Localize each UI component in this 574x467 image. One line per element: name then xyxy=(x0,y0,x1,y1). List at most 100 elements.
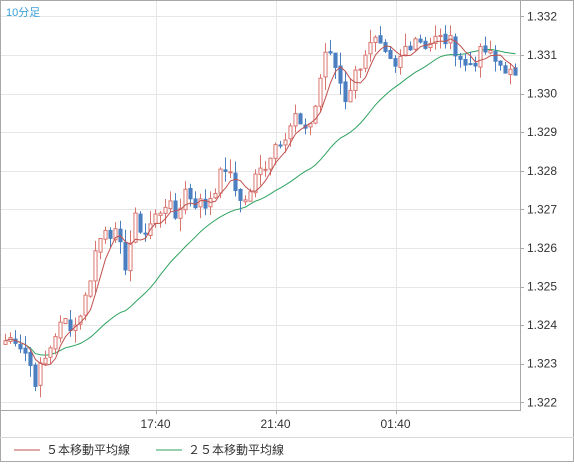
candle-body xyxy=(128,242,133,272)
candle-body xyxy=(253,173,258,194)
candle-body xyxy=(278,144,283,147)
candle-down xyxy=(443,25,448,49)
ma5-layer xyxy=(5,38,516,366)
candle-down xyxy=(473,56,478,72)
candle-body xyxy=(233,172,238,192)
candle-body xyxy=(408,45,413,51)
candle-body xyxy=(248,191,253,202)
candle-body xyxy=(353,69,358,91)
candle-body xyxy=(393,58,398,67)
candle-down xyxy=(173,193,178,220)
candle-body xyxy=(138,213,143,233)
ma25-layer xyxy=(5,48,516,356)
candle-body xyxy=(218,168,223,194)
candle-body xyxy=(268,157,273,170)
candle-up xyxy=(508,63,513,85)
candle-body xyxy=(503,65,508,74)
candle-up xyxy=(358,68,363,78)
candle-body xyxy=(58,321,63,339)
candle-down xyxy=(18,334,23,353)
candle-body xyxy=(33,364,38,387)
candle-body xyxy=(358,68,363,71)
candle-body xyxy=(83,294,88,316)
candle-body xyxy=(473,62,478,67)
y-tick-label: 1.329 xyxy=(527,125,557,139)
candle-body xyxy=(348,89,353,103)
candle-body xyxy=(28,351,33,367)
candle-body xyxy=(43,357,48,365)
candle-down xyxy=(418,34,423,44)
candle-body xyxy=(98,238,103,253)
candle-up xyxy=(48,345,53,364)
candle-up xyxy=(213,188,218,199)
candle-up xyxy=(228,159,233,178)
candle-up xyxy=(198,193,203,219)
candle-body xyxy=(508,68,513,76)
candle-body xyxy=(438,34,443,38)
y-tick-label: 1.328 xyxy=(527,164,557,178)
candle-down xyxy=(453,33,458,67)
candle-down xyxy=(393,55,398,73)
candle-down xyxy=(238,188,243,213)
candle-body xyxy=(378,35,383,44)
y-tick-label: 1.326 xyxy=(527,241,557,255)
candle-up xyxy=(348,78,353,103)
y-tick-label: 1.330 xyxy=(527,87,557,101)
candle-down xyxy=(33,362,38,392)
candle-body xyxy=(463,58,468,66)
candle-down xyxy=(333,52,338,79)
candle-up xyxy=(63,318,68,325)
candle-body xyxy=(313,105,318,124)
candle-body xyxy=(53,336,58,350)
candle-body xyxy=(263,168,268,171)
candle-body xyxy=(178,207,183,219)
candle-body xyxy=(483,45,488,53)
candle-body xyxy=(433,35,438,44)
candle-body xyxy=(298,113,303,125)
candle-body xyxy=(398,55,403,68)
ma5-line xyxy=(5,38,516,366)
candle-up xyxy=(58,315,63,343)
candle-up xyxy=(103,226,108,244)
candle-body xyxy=(468,63,473,66)
candle-down xyxy=(338,52,343,95)
candle-body xyxy=(493,50,498,62)
y-tick-label: 1.323 xyxy=(527,357,557,371)
candle-layer xyxy=(3,25,518,398)
candle-body xyxy=(363,54,368,69)
candle-body xyxy=(38,362,43,386)
candle-body xyxy=(158,212,163,216)
candle-body xyxy=(113,228,118,241)
candle-body xyxy=(238,188,243,201)
candle-down xyxy=(108,227,113,249)
candle-body xyxy=(93,250,98,282)
candle-up xyxy=(373,35,378,52)
candle-down xyxy=(298,112,303,125)
candle-up xyxy=(253,169,258,198)
candle-up xyxy=(88,280,93,298)
candle-body xyxy=(478,46,483,68)
candle-down xyxy=(123,229,128,276)
candle-body xyxy=(103,229,108,240)
candle-up xyxy=(368,29,373,62)
candle-body xyxy=(258,167,263,176)
candle-up xyxy=(293,104,298,133)
candle-body xyxy=(413,38,418,50)
candle-body xyxy=(373,36,378,44)
candle-up xyxy=(178,198,183,232)
candle-body xyxy=(273,144,278,159)
candle-up xyxy=(243,195,248,206)
candle-body xyxy=(443,33,448,45)
candle-down xyxy=(458,52,463,68)
candle-up xyxy=(3,333,8,345)
candle-body xyxy=(333,52,338,68)
candle-body xyxy=(338,65,343,84)
candle-body xyxy=(173,200,178,219)
candle-body xyxy=(123,242,128,271)
candle-body xyxy=(213,193,218,199)
candle-up xyxy=(433,25,438,50)
x-tick-label: 17:40 xyxy=(140,417,170,431)
y-tick-label: 1.332 xyxy=(527,9,557,23)
